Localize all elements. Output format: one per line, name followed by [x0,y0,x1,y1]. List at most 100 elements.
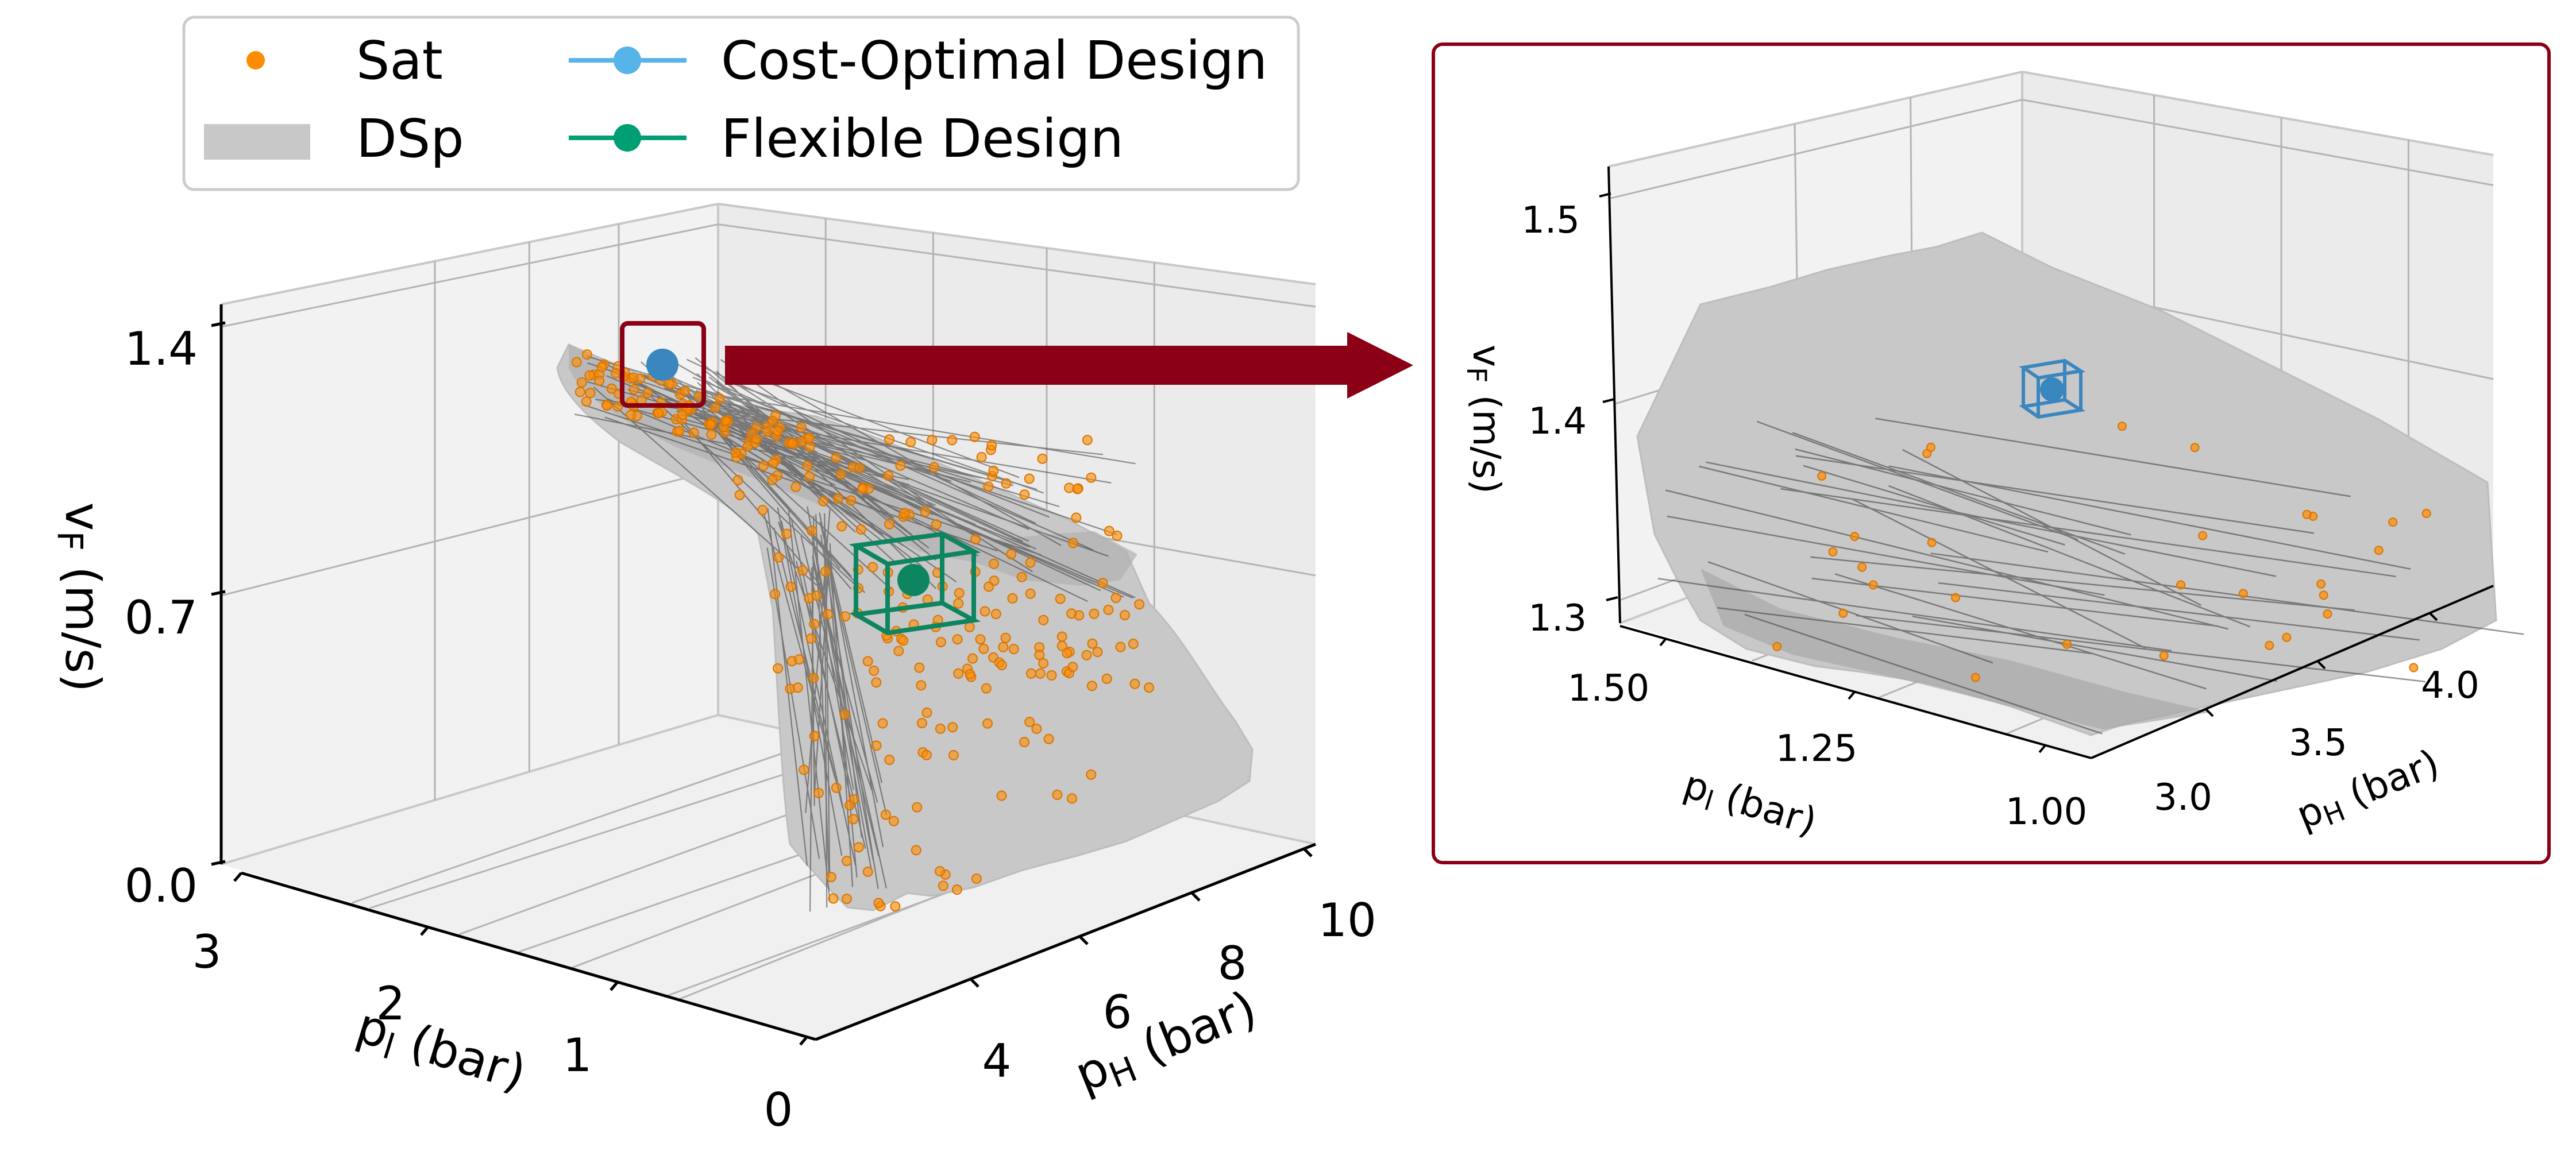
sat-point [1016,571,1027,582]
mesh-line [809,516,815,912]
inset-mesh-line [1667,515,2105,596]
sat-point [1025,557,1036,568]
sat-point [706,429,717,440]
sat-point [710,403,720,414]
sat-point [938,880,948,891]
sat-point [594,376,605,386]
main-grid-line [221,469,719,597]
sat-point [585,388,596,399]
inset-z-tick-label: 1.4 [1528,400,1587,443]
sat-point [982,718,993,729]
sat-point [1086,472,1097,483]
inset-frame [1432,42,2551,864]
inset-sat-point [2282,632,2292,642]
sat-point [862,656,873,667]
sat-point [705,419,716,430]
inset-mesh-line [1756,420,2078,540]
inset-mesh-line [1795,455,2315,534]
mesh-line [773,527,844,808]
sat-point [786,438,797,449]
sat-point [732,475,743,485]
sat-point [857,484,868,494]
sat-point [1110,593,1121,603]
sat-point [873,898,884,909]
sat-point [714,393,725,404]
sat-point [1128,639,1139,650]
sat-point [935,637,946,648]
inset-sat-point [1868,580,1878,590]
sat-point [767,416,778,427]
sat-point [1067,793,1077,804]
main-x-tick-label: 6 [1103,986,1132,1039]
inset-chart: 1.5 1.4 1.3 1.50 1.25 1.00 3.0 3.5 4.0 v… [1432,42,2551,864]
sat-point [809,731,820,741]
sat-point [790,481,801,492]
main-x-tick-label: 10 [1318,894,1376,947]
sat-point [785,581,796,592]
sat-point [809,619,820,629]
sat-point [1092,647,1103,658]
legend-frame [182,16,1300,191]
inset-sat-point [1926,442,1935,452]
mesh-line [819,521,882,783]
flexible-design-cube [849,531,981,636]
sat-point [804,442,815,453]
mesh-line [734,382,1033,573]
sat-point [584,370,595,381]
sat-point [1089,608,1100,619]
sat-point [1064,482,1075,493]
sat-point [1019,489,1030,500]
inset-x-tick-label: 3.5 [2289,722,2347,764]
sat-point [921,749,932,760]
inset-mesh-line [1912,615,2277,682]
sat-point [921,707,932,718]
inset-sat-point [2062,639,2072,649]
inset-sat-point [2323,609,2332,619]
mesh-line [820,534,879,889]
sat-point [965,668,975,679]
inset-mesh-line [1852,498,2146,649]
mesh-line [607,398,894,519]
sat-point [1037,453,1048,464]
inset-mesh-line [1707,561,1993,664]
sat-point [935,723,946,734]
inset-axis-lines [1607,166,2494,759]
inset-y-tick-label: 1.00 [2006,791,2088,833]
sat-point [734,489,745,500]
sat-point [823,609,834,620]
sat-point [581,349,592,360]
sat-point [653,408,664,419]
sat-point [576,377,587,388]
inset-sat-point [2176,580,2186,590]
main-x-tick-label: 8 [1218,937,1247,990]
sat-point [762,426,773,437]
sat-point [677,409,688,420]
sat-point [1025,668,1036,679]
sat-point [751,434,762,445]
inset-sat-point [2159,651,2169,660]
sat-point [969,431,980,442]
sat-point [912,802,923,813]
inset-sat-point [2190,443,2200,453]
sat-point [928,462,939,473]
mesh-line [805,509,831,813]
main-x-tick-label: 4 [982,1034,1012,1088]
sat-point [1000,632,1011,643]
sat-point [813,787,824,798]
sat-point [1101,673,1112,684]
mesh-line [699,404,957,583]
sat-point [948,750,959,760]
sat-point [899,508,910,519]
sat-point [970,534,981,544]
zoom-arrow [725,332,1413,399]
sat-point [831,453,842,463]
inset-mesh-line [1811,577,2218,627]
sat-point [757,505,768,515]
sat-point [853,842,864,853]
sat-point [1066,608,1077,619]
sat-point [1055,593,1066,604]
mesh-line [781,520,857,866]
sat-point [1035,668,1046,679]
sat-point [642,388,653,398]
